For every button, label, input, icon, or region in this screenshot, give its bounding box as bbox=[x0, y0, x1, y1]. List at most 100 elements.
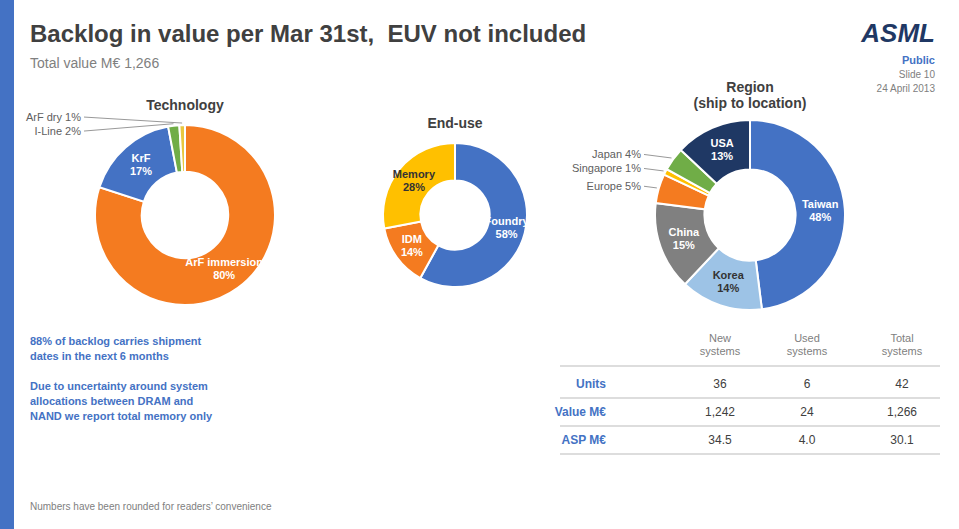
table-row-label: ASP M€ bbox=[562, 433, 607, 447]
data-label: Singapore 1% bbox=[572, 162, 641, 174]
text-line: Total bbox=[890, 332, 913, 344]
data-label-name: Memory bbox=[393, 168, 436, 180]
chart-title: Technology bbox=[146, 97, 224, 113]
data-label-name: Europe bbox=[587, 180, 626, 192]
data-label-name: Japan bbox=[592, 148, 625, 160]
table-cell: 36 bbox=[713, 377, 727, 391]
table-rule bbox=[560, 454, 940, 455]
data-label-value: 2% bbox=[65, 125, 81, 137]
table-header: Usedsystems bbox=[787, 332, 828, 357]
data-label-value: 14% bbox=[401, 246, 423, 258]
leader-line bbox=[84, 117, 182, 123]
table-cell: 34.5 bbox=[708, 433, 732, 447]
data-label-name: Foundry bbox=[485, 215, 530, 227]
data-label-name: I-Line bbox=[35, 125, 66, 137]
table: NewsystemsUsedsystemsTotalsystemsUnits36… bbox=[555, 332, 940, 454]
text-line: End-use bbox=[427, 115, 482, 131]
note: Due to uncertainty around system allocati… bbox=[30, 380, 213, 422]
table-cell: 1,266 bbox=[887, 405, 917, 419]
note: 88% of backlog carries shipment dates in … bbox=[30, 335, 202, 362]
data-label: ArF dry 1% bbox=[26, 111, 81, 123]
table-rule bbox=[560, 366, 940, 367]
data-label-name: Taiwan bbox=[802, 198, 839, 210]
pie-slice bbox=[655, 203, 719, 284]
data-label: Korea14% bbox=[713, 269, 745, 294]
data-label: Memory28% bbox=[393, 168, 436, 193]
table-row-label: Units bbox=[576, 377, 606, 391]
data-label-name: Korea bbox=[713, 269, 745, 281]
data-label-name: Singapore bbox=[572, 162, 625, 174]
pie-slice bbox=[95, 125, 275, 305]
text-line: (ship to location) bbox=[694, 95, 807, 111]
text-line: systems bbox=[882, 345, 923, 357]
data-label-value: 4% bbox=[625, 148, 641, 160]
data-label-value: 80% bbox=[213, 269, 235, 281]
leader-line bbox=[644, 154, 672, 158]
data-label-name: ArF dry bbox=[26, 111, 65, 123]
data-label-name: ArF immersion bbox=[185, 256, 263, 268]
pie-slice bbox=[681, 120, 750, 184]
data-label-value: 1% bbox=[65, 111, 81, 123]
chart-title: End-use bbox=[427, 115, 482, 131]
logo: ASML bbox=[860, 18, 935, 48]
data-label: I-Line 2% bbox=[35, 125, 82, 137]
text-line: Due to uncertainty around system bbox=[30, 380, 208, 392]
table-rule bbox=[560, 398, 940, 399]
text-line: dates in the next 6 months bbox=[30, 350, 169, 362]
data-label-name: USA bbox=[710, 137, 733, 149]
text-line: Slide 10 bbox=[899, 69, 936, 80]
pie-slice bbox=[384, 221, 438, 278]
table-cell: 42 bbox=[895, 377, 909, 391]
data-label-value: 1% bbox=[625, 162, 641, 174]
text-line: systems bbox=[700, 345, 741, 357]
table-cell: 4.0 bbox=[799, 433, 816, 447]
data-label-value: 58% bbox=[496, 228, 518, 240]
table-row-label: Value M€ bbox=[555, 405, 607, 419]
data-label-value: 15% bbox=[673, 239, 695, 251]
text-line: NAND we report total memory only bbox=[30, 410, 213, 422]
table-rule bbox=[560, 426, 940, 427]
pie-chart: Technology ArF immersion80% KrF17% ArF dry … bbox=[26, 97, 275, 305]
table-cell: 24 bbox=[800, 405, 814, 419]
slide-info: Public bbox=[902, 54, 935, 66]
pie-chart: Region(ship to location) Taiwan48% Korea14… bbox=[572, 79, 845, 310]
text-line: 88% of backlog carries shipment bbox=[30, 335, 202, 347]
data-label-value: 28% bbox=[403, 181, 425, 193]
pie-slice bbox=[383, 143, 455, 228]
table-cell: 1,242 bbox=[705, 405, 735, 419]
leader-line bbox=[644, 168, 664, 171]
chart-title: Region(ship to location) bbox=[694, 79, 807, 111]
leader-line bbox=[84, 124, 173, 131]
text-line: Public bbox=[902, 54, 935, 66]
data-label-name: KrF bbox=[131, 152, 150, 164]
data-label-name: IDM bbox=[402, 233, 422, 245]
text-line: Technology bbox=[146, 97, 224, 113]
data-label-value: 48% bbox=[809, 211, 831, 223]
data-label: KrF17% bbox=[130, 152, 152, 177]
data-label-value: 13% bbox=[711, 150, 733, 162]
data-label: IDM14% bbox=[401, 233, 423, 258]
table-cell: 6 bbox=[804, 377, 811, 391]
data-label-value: 14% bbox=[717, 282, 739, 294]
slide-info: 24 April 2013 bbox=[877, 83, 936, 94]
pie-chart: End-use Foundry58% IDM14% Memory28% bbox=[383, 115, 529, 287]
text-line: Numbers have been rounded for readers’ c… bbox=[30, 501, 272, 512]
sidebar bbox=[0, 0, 14, 529]
text-line: systems bbox=[787, 345, 828, 357]
table-cell: 30.1 bbox=[890, 433, 914, 447]
title: Backlog in value per Mar 31st, EUV not i… bbox=[30, 20, 586, 47]
text-line: allocations between DRAM and bbox=[30, 395, 193, 407]
leader-line bbox=[644, 186, 657, 188]
data-label-name: China bbox=[669, 226, 700, 238]
data-label: Japan 4% bbox=[592, 148, 641, 160]
slide-info: Slide 10 bbox=[899, 69, 936, 80]
text-line: 24 April 2013 bbox=[877, 83, 936, 94]
table-header: Newsystems bbox=[700, 332, 741, 357]
pie-slice bbox=[99, 127, 177, 202]
data-label-value: 5% bbox=[625, 180, 641, 192]
data-label: Foundry58% bbox=[485, 215, 530, 240]
pie-slice bbox=[179, 125, 185, 172]
data-label: USA13% bbox=[710, 137, 733, 162]
text-line: New bbox=[709, 332, 731, 344]
data-label-value: 17% bbox=[130, 165, 152, 177]
